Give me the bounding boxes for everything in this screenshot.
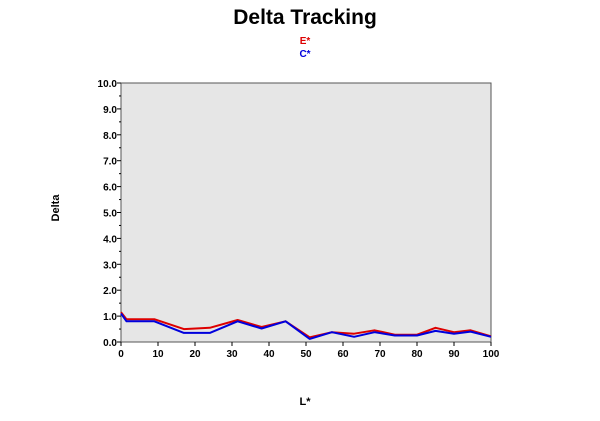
y-tick-label: 1.0 — [103, 312, 117, 323]
legend: E* C* — [0, 35, 600, 61]
x-tick-label: 20 — [189, 349, 201, 360]
x-tick-label: 100 — [483, 349, 500, 360]
plot-background — [120, 82, 492, 343]
x-tick-label: 10 — [152, 349, 164, 360]
x-tick-label: 70 — [374, 349, 386, 360]
x-tick-label: 40 — [263, 349, 275, 360]
x-axis-title: L* — [299, 396, 311, 408]
chart-title: Delta Tracking — [233, 6, 377, 29]
x-tick-label: 50 — [300, 349, 312, 360]
x-tick-label: 30 — [226, 349, 238, 360]
y-tick-label: 5.0 — [103, 209, 117, 220]
x-tick-label: 80 — [411, 349, 423, 360]
y-tick-label: 8.0 — [103, 131, 117, 142]
y-tick-label: 10.0 — [98, 79, 118, 90]
y-tick-label: 2.0 — [103, 286, 117, 297]
legend-item-e: E* — [299, 36, 311, 47]
legend-item-c: C* — [299, 49, 311, 60]
x-tick-label: 0 — [118, 349, 124, 360]
y-tick-label: 9.0 — [103, 105, 117, 116]
series-line-c — [120, 312, 492, 340]
y-tick-label: 6.0 — [103, 183, 117, 194]
y-tick-label: 4.0 — [103, 234, 117, 245]
y-tick-label: 7.0 — [103, 157, 117, 168]
y-tick-label: 0.0 — [103, 338, 117, 349]
x-tick-label: 90 — [448, 349, 460, 360]
x-tick-label: 60 — [337, 349, 349, 360]
y-tick-label: 3.0 — [103, 260, 117, 271]
